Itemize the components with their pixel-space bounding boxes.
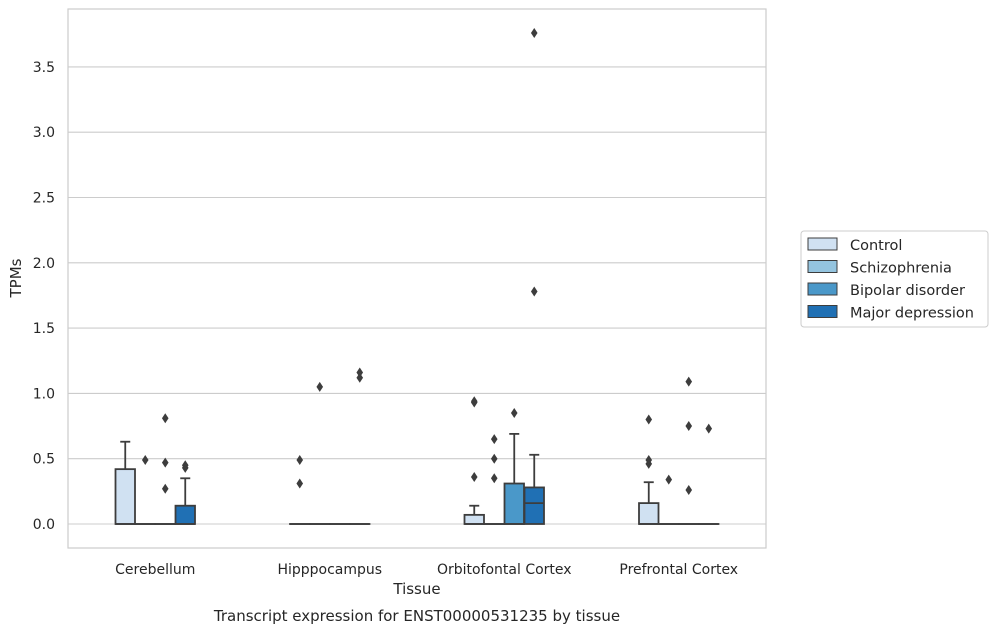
x-tick-label: Hipppocampus: [277, 562, 382, 578]
outlier-point: [470, 396, 478, 407]
x-tick-label: Cerebellum: [115, 562, 195, 578]
legend: Control Schizophrenia Bipolar disorder Majo…: [800, 230, 989, 328]
box-bipolar-disorder: [503, 407, 525, 525]
box-major-depression: [174, 460, 196, 525]
box-control: [638, 414, 660, 525]
legend-swatch: [807, 305, 838, 318]
box: [114, 468, 136, 525]
y-tick-labels: 0.0 0.5 1.0 1.5 2.0 2.5 3.0 3.5: [33, 60, 55, 533]
y-tick-label: 2.0: [33, 256, 55, 272]
chart-caption: Transcript expression for ENST0000053123…: [213, 607, 620, 625]
box: [523, 486, 545, 525]
legend-swatch: [807, 282, 838, 296]
outlier-point: [161, 483, 169, 494]
legend-label: Bipolar disorder: [850, 283, 965, 299]
box-control: [463, 396, 485, 525]
box-control: [114, 440, 136, 525]
x-tick-labels: Cerebellum Hipppocampus Orbitofontal Corte…: [115, 562, 738, 578]
y-tick-label: 3.0: [33, 125, 55, 141]
outlier-point: [510, 407, 518, 418]
gridlines: [68, 66, 766, 525]
y-tick-label: 0.5: [33, 452, 55, 468]
outlier-point: [296, 478, 304, 489]
outlier-point: [685, 376, 693, 387]
outlier-point: [161, 413, 169, 424]
outlier-point: [141, 455, 149, 466]
box: [503, 482, 525, 525]
legend-swatch: [807, 260, 838, 273]
box-series: [114, 27, 720, 525]
legend-swatch: [807, 237, 838, 251]
x-axis-title: Tissue: [392, 580, 440, 598]
outlier-point: [356, 367, 364, 378]
outlier-point: [645, 455, 653, 466]
outlier-point: [470, 471, 478, 482]
box-major-depression: [523, 27, 545, 525]
y-tick-label: 3.5: [33, 60, 55, 76]
outlier-point: [685, 485, 693, 496]
outlier-point: [530, 286, 538, 297]
outlier-point: [705, 423, 713, 434]
outlier-point: [181, 460, 189, 471]
legend-frame: [800, 230, 989, 328]
plot-area: [67, 8, 767, 549]
outlier-point: [490, 473, 498, 484]
x-tick-label: Prefrontal Cortex: [619, 562, 738, 578]
outlier-point: [296, 455, 304, 466]
y-tick-label: 0.0: [33, 517, 55, 533]
outlier-point: [665, 474, 673, 485]
box-bipolar-disorder: [154, 413, 176, 525]
y-tick-label: 1.5: [33, 321, 55, 337]
outlier-point: [356, 372, 364, 383]
y-axis-title: TPMs: [7, 258, 25, 298]
outlier-point: [316, 381, 324, 392]
box-major-depression: [349, 367, 371, 525]
outlier-point: [161, 457, 169, 468]
outlier-point: [530, 27, 538, 38]
box-schizophrenia: [483, 434, 505, 525]
outlier-point: [685, 421, 693, 432]
legend-label: Control: [850, 238, 902, 254]
box: [463, 513, 485, 525]
outlier-point: [490, 434, 498, 445]
legend-label: Major depression: [850, 306, 974, 322]
y-tick-label: 1.0: [33, 386, 55, 402]
outlier-point: [645, 414, 653, 425]
y-tick-label: 2.5: [33, 191, 55, 207]
x-tick-label: Orbitofontal Cortex: [437, 562, 572, 578]
box-major-depression: [698, 423, 720, 525]
legend-items: Control Schizophrenia Bipolar disorder Majo…: [807, 237, 974, 322]
box: [638, 502, 660, 525]
legend-label: Schizophrenia: [850, 261, 952, 277]
box: [174, 504, 196, 525]
outlier-point: [490, 453, 498, 464]
